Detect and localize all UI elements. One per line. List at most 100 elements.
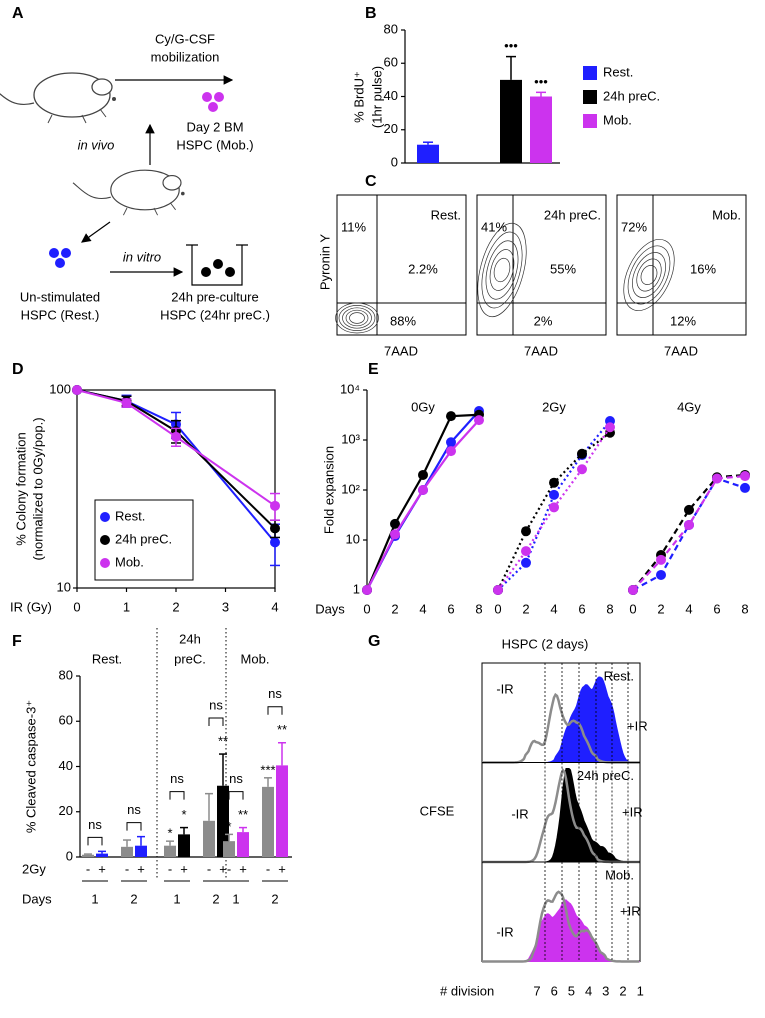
group-label: Rest. [92,651,122,666]
significance: ** [238,807,248,822]
ir-label: - [207,861,211,876]
comparison-bracket [126,822,142,831]
series-line [365,413,480,591]
legend-marker [100,535,110,545]
diagram-label: 24h pre-culture [171,289,258,304]
ir-label: + [278,861,286,876]
x-tick-label: 1 [123,599,130,614]
division-label: 4 [585,983,592,998]
plot-name: Mob. [712,207,741,222]
plot-name: Rest. [431,207,461,222]
point [446,437,456,448]
gate-percent: 16% [690,261,716,276]
comparison-label: ns [209,697,223,712]
comparison-bracket [267,706,283,715]
bar [262,786,274,857]
density-contour [493,257,511,283]
diagram: Cy/G-CSF mobilization Day 2 BM HSPC (Mob… [0,31,270,322]
panel-label: B [365,5,377,22]
density-contour [485,240,519,300]
series-line [497,420,611,591]
diagram-label: Un-stimulated [20,289,100,304]
bar [237,832,249,857]
flow-plot-frame [476,194,607,336]
point [121,397,132,408]
comparison-label: ns [127,802,141,817]
point [362,585,372,595]
mouse-icon [72,169,186,216]
point [270,537,280,548]
comparison-bracket [228,791,244,800]
x-tick-label: 0 [73,599,80,614]
row-label: Days [22,891,52,906]
significance: *** [260,762,275,777]
x-axis-label: IR (Gy) [10,599,52,614]
point [390,529,400,540]
culture-well [186,244,248,286]
flow-plot-frame [616,194,747,336]
division-label: 5 [568,983,575,998]
y-axis-label: (1hr pulse) [369,66,384,128]
bar [223,841,235,857]
x-axis-label: 7AAD [384,343,418,358]
point [656,554,666,565]
density-contour [338,305,376,331]
no-ir-label: -IR [496,681,513,696]
x-tick-label: 0 [363,601,370,616]
x-tick-label: 2 [172,599,179,614]
flow-plot-frame [336,194,467,336]
point [740,482,750,493]
y-tick-label: 40 [384,88,398,103]
y-axis-label: % BrdU⁺ [351,71,366,123]
point [684,504,694,515]
density-contour [627,245,671,305]
point [521,557,531,568]
point [446,446,456,457]
point [577,448,587,459]
ir-label: - [168,861,172,876]
ir-label: + [98,861,106,876]
y-tick-label: 10 [57,579,71,594]
diagram-label: HSPC (Mob.) [176,137,253,152]
density-contour [481,231,523,309]
diagram-label: HSPC (Rest.) [21,307,100,322]
ir-label: - [227,861,231,876]
point [72,385,82,395]
panel-title: 0Gy [411,399,435,414]
y-tick-label: 10² [341,481,360,496]
division-label: 1 [637,983,644,998]
day-label: 1 [91,891,98,906]
comparison-bracket [87,836,103,846]
point [712,473,722,484]
significance: * [226,819,231,834]
point [270,500,280,511]
significance: ** [277,722,287,737]
bar [276,765,288,857]
x-tick-label: 3 [222,599,229,614]
x-axis-label: 7AAD [664,343,698,358]
density-contour [640,265,658,285]
y-tick-label: 80 [384,21,398,36]
histogram-name: 24h preC. [577,768,634,783]
bar [178,834,190,857]
y-tick-label: 40 [59,758,73,773]
day-label: 2 [271,891,278,906]
y-tick-label: 80 [59,667,73,682]
point [628,585,638,595]
bar [217,785,229,857]
y-axis-label: % Colony formation [13,432,28,545]
legend-swatch [583,66,597,80]
y-tick-label: 20 [384,121,398,136]
x-tick-label: 4 [271,599,278,614]
ir-label: + [239,861,247,876]
density-contour [342,307,372,329]
division-label: 6 [551,983,558,998]
ir-label: +IR [627,718,648,733]
point [740,471,750,482]
significance: ••• [504,38,518,53]
y-tick-label: 100 [49,381,71,396]
x-axis-label: # division [440,983,494,998]
row-label: 2Gy [22,861,46,876]
point [446,411,456,422]
ir-label: - [266,861,270,876]
